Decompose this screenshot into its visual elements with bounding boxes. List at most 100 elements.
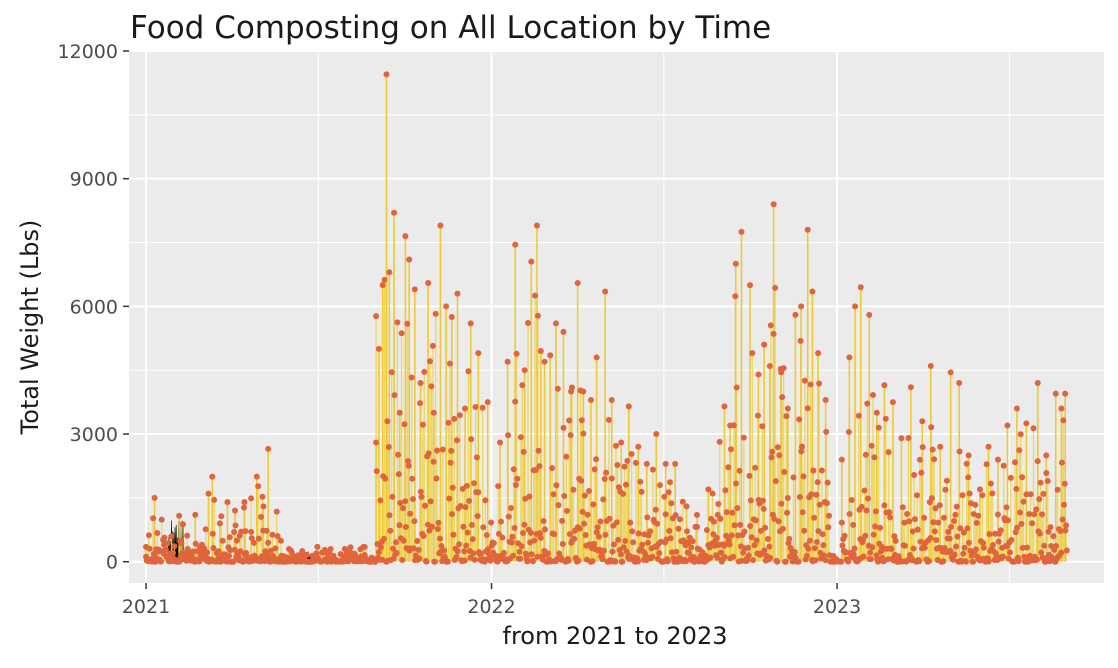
data-point [396,409,403,416]
data-point-dense [423,558,430,565]
data-point-dense [679,498,686,505]
data-point-dense [715,501,722,507]
data-point-dense [540,518,547,525]
data-point [1004,422,1011,429]
data-point [241,499,248,506]
data-point [504,358,511,365]
data-point-dense [746,472,753,479]
data-point [866,311,873,318]
data-point-dense [1047,524,1054,531]
data-point-dense [973,546,979,553]
data-point-dense [914,526,921,533]
data-point-dense [1037,479,1044,486]
data-point-dense [510,552,517,559]
data-point-dense [762,524,769,531]
data-point-dense [811,514,818,521]
data-point [822,396,829,403]
data-point-dense [237,548,244,555]
data-point-dense [904,511,911,517]
data-point-dense [932,505,939,512]
data-point-dense [192,540,199,547]
data-point-dense [959,492,966,499]
data-point-dense [902,542,908,549]
data-point-dense [798,448,805,455]
data-point [248,528,255,535]
data-point-dense [463,542,470,549]
data-point-dense [273,508,280,515]
data-point-dense [519,382,526,389]
data-point [738,228,745,235]
data-point-dense [946,535,953,542]
data-point-dense [963,460,970,467]
data-point-dense [500,549,507,556]
data-point-dense [1019,474,1026,481]
data-point-dense [532,467,539,473]
data-point-dense [1041,542,1048,549]
data-point-dense [964,525,971,532]
data-point-dense [566,417,573,424]
x-axis: 2021 2022 2023 [122,583,861,618]
data-point [846,354,853,361]
data-point-dense [694,523,700,530]
data-point [425,279,432,286]
data-point-dense [605,416,612,423]
data-point-dense [516,548,523,555]
data-point-dense [928,495,935,502]
data-point-dense [381,276,388,283]
data-point-dense [1054,486,1061,493]
data-point-dense [417,488,424,495]
data-point-dense [987,480,994,487]
data-point-dense [600,547,607,554]
data-point-dense [259,493,266,500]
data-point-dense [613,519,620,526]
data-point-dense [395,451,402,458]
data-point-dense [867,549,874,556]
data-point-dense [596,533,602,540]
data-point-dense [465,368,472,375]
data-point-dense [269,531,276,538]
data-point-dense [161,534,168,541]
y-tick-label: 3000 [70,424,118,446]
data-point-dense [510,466,517,473]
data-point-dense [819,531,826,538]
data-point-dense [768,454,775,461]
data-point-dense [848,497,855,503]
data-point-dense [791,549,798,555]
data-point-dense [753,537,760,544]
data-point [373,439,380,446]
data-point-dense [885,449,892,456]
data-point-dense [375,549,382,556]
data-point-dense [407,510,414,517]
data-point [216,520,223,527]
data-point [143,543,150,550]
data-point-dense [1017,431,1024,438]
data-point-dense [774,444,781,451]
data-point [965,452,972,459]
data-point-dense [823,500,830,507]
data-point-dense [745,544,752,551]
data-point-dense [1013,486,1020,492]
data-point [693,511,700,518]
data-point-dense [495,483,502,490]
y-tick-label: 0 [106,552,118,574]
data-point-dense [805,545,812,552]
data-point-dense [707,554,714,561]
data-point-dense [526,493,533,500]
data-point-dense [461,548,468,555]
data-point-dense [799,443,805,450]
data-point [379,282,386,289]
data-point-dense [277,537,284,544]
data-point-dense [916,456,923,463]
data-point-dense [402,498,409,505]
data-point-dense [801,377,808,384]
data-point-dense [390,545,397,552]
data-point-dense [434,526,441,532]
data-point-dense [391,392,398,399]
data-point-dense [570,486,577,493]
data-point-dense [673,548,680,555]
data-point-dense [997,527,1004,534]
data-point-dense [531,537,538,544]
data-point [386,269,393,276]
data-point-dense [960,529,967,536]
